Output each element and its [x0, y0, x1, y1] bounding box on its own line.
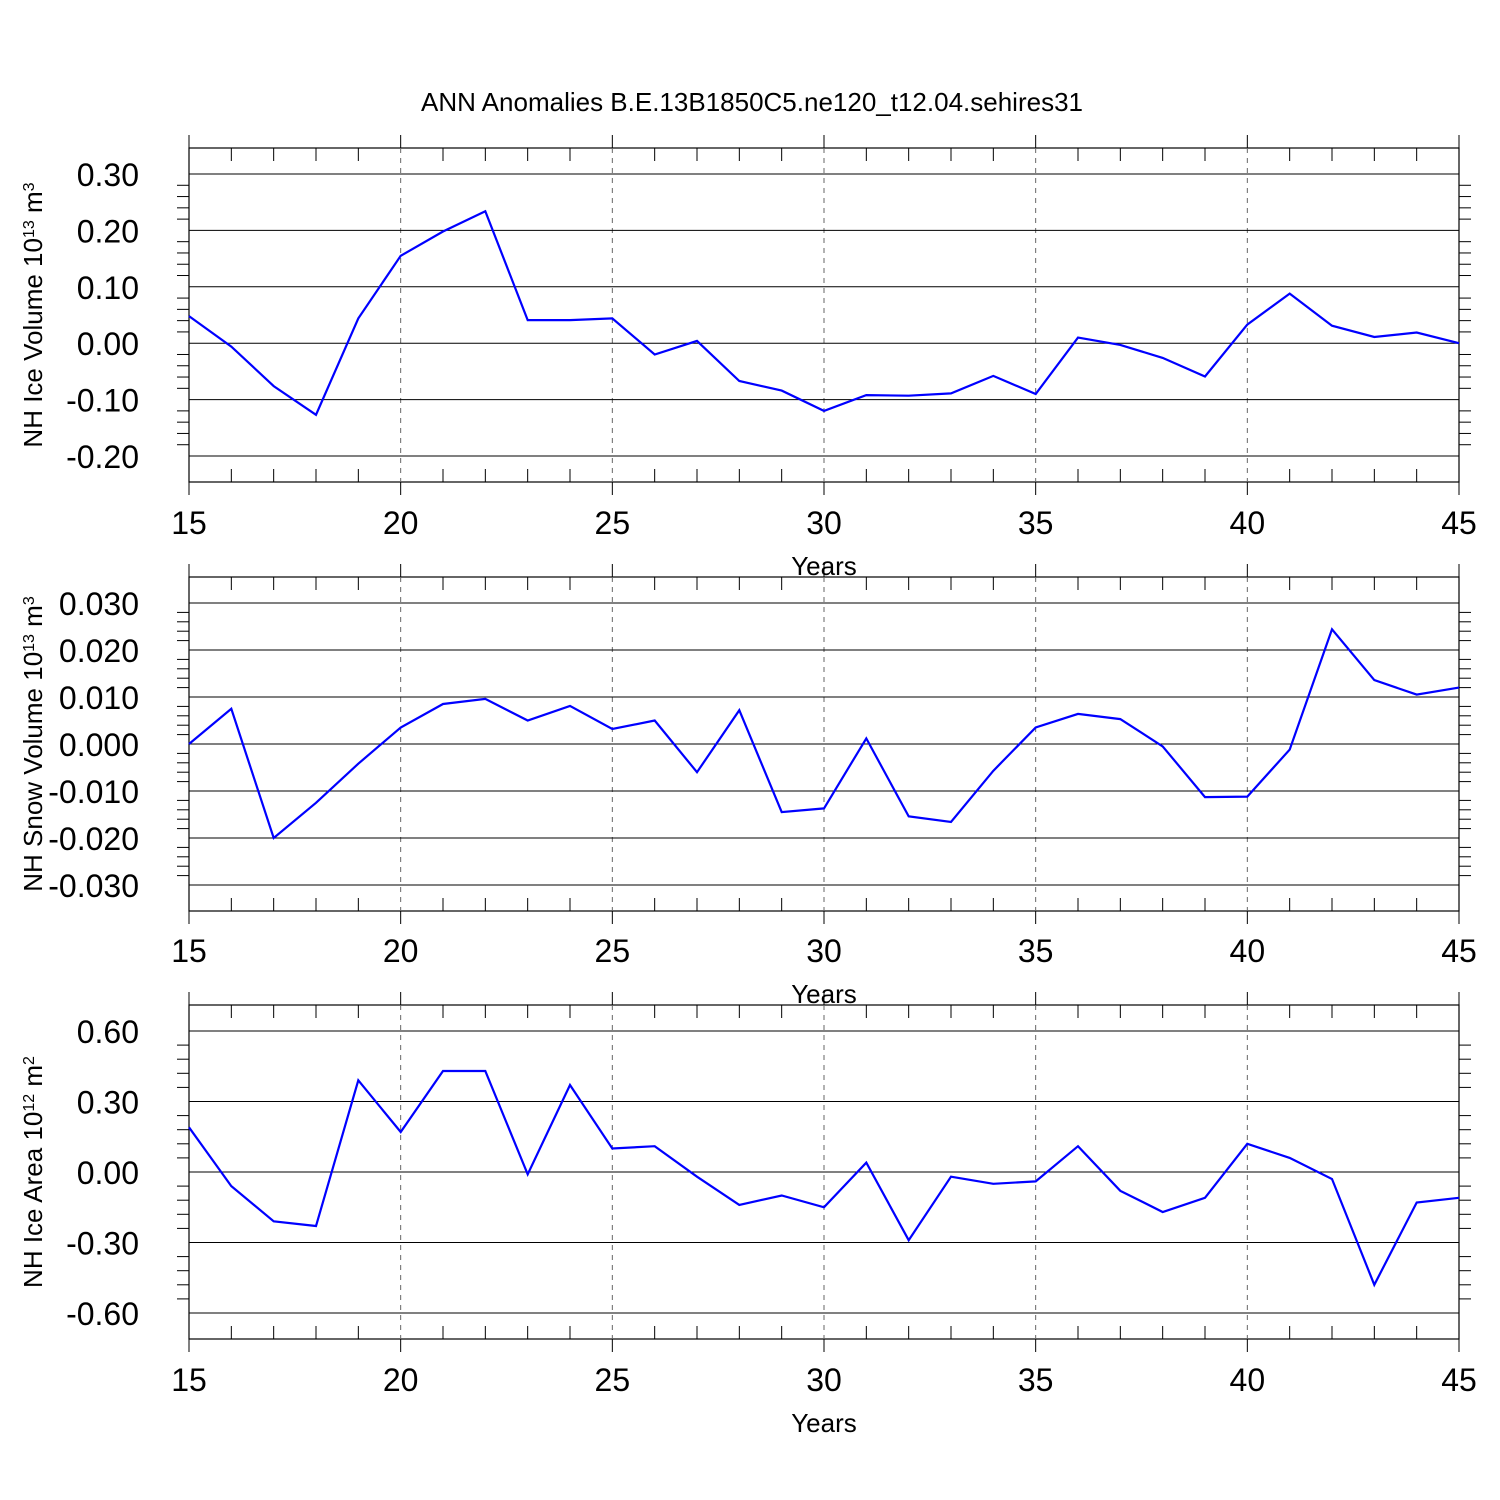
series-line [188, 209, 1460, 417]
panel-3: -0.60 -0.30 0.00 0.30 0.60 15 20 25 30 35 40 45 Year… [18, 992, 1477, 1438]
y-tick-label: -0.60 [66, 1296, 139, 1332]
x-tick-label: 45 [1441, 505, 1477, 541]
x-tick-label: 40 [1230, 933, 1266, 969]
x-tick-label: 30 [806, 505, 842, 541]
y-axis-title: NH Snow Volume 1013 m3 [18, 596, 48, 892]
y-tick-label: 0.020 [59, 633, 139, 669]
x-tick-label: 20 [383, 933, 419, 969]
y-tick-label: -0.30 [66, 1226, 139, 1262]
y-tick-label: 0.60 [77, 1014, 139, 1050]
y-tick-label: 0.30 [77, 157, 139, 193]
y-axis-title: NH Ice Area 1012 m2 [18, 1056, 48, 1288]
panel-1: -0.20 -0.10 0.00 0.10 0.20 0.30 15 20 25 30 35 40 45… [18, 135, 1477, 581]
x-tick-label: 15 [171, 1362, 207, 1398]
x-tick-label: 20 [383, 1362, 419, 1398]
x-tick-label: 45 [1441, 933, 1477, 969]
y-tick-label: -0.010 [48, 774, 139, 810]
x-tick-label: 35 [1018, 1362, 1054, 1398]
y-tick-label: 0.10 [77, 270, 139, 306]
figure-title: ANN Anomalies B.E.13B1850C5.ne120_t12.04… [421, 87, 1083, 117]
y-tick-label: 0.30 [77, 1085, 139, 1121]
x-tick-label: 45 [1441, 1362, 1477, 1398]
y-tick-label: 0.010 [59, 680, 139, 716]
y-tick-label: 0.00 [77, 326, 139, 362]
y-tick-label: 0.00 [77, 1155, 139, 1191]
y-tick-label: 0.20 [77, 213, 139, 249]
series-line [188, 1069, 1460, 1288]
x-tick-label: 25 [595, 505, 631, 541]
x-tick-label: 25 [595, 1362, 631, 1398]
panels: -0.20 -0.10 0.00 0.10 0.20 0.30 15 20 25 30 35 40 45… [18, 135, 1477, 1438]
y-tick-label: -0.10 [66, 383, 139, 419]
x-tick-label: 20 [383, 505, 419, 541]
y-tick-label: 0.000 [59, 727, 139, 763]
x-tick-label: 30 [806, 933, 842, 969]
x-tick-label: 35 [1018, 505, 1054, 541]
y-tick-label: -0.030 [48, 868, 139, 904]
x-axis-title: Years [791, 1408, 857, 1438]
x-tick-label: 40 [1230, 1362, 1266, 1398]
y-tick-label: 0.030 [59, 586, 139, 622]
x-tick-label: 15 [171, 933, 207, 969]
y-axis-title: NH Ice Volume 1013 m3 [18, 182, 48, 447]
x-tick-label: 25 [595, 933, 631, 969]
y-tick-label: -0.020 [48, 821, 139, 857]
series-line [188, 627, 1460, 840]
x-tick-label: 30 [806, 1362, 842, 1398]
y-tick-label: -0.20 [66, 439, 139, 475]
x-tick-label: 35 [1018, 933, 1054, 969]
x-tick-label: 15 [171, 505, 207, 541]
x-tick-label: 40 [1230, 505, 1266, 541]
